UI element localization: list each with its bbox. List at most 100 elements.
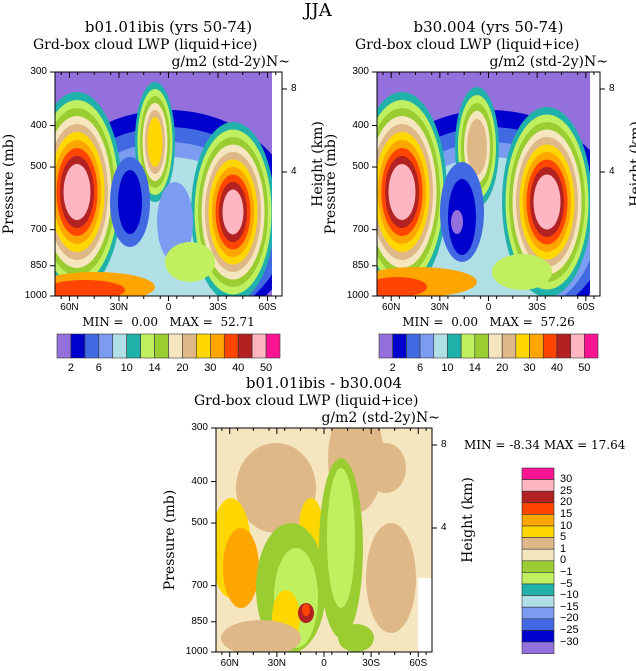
x-tick-label: 60S <box>576 302 595 313</box>
contour-region <box>147 117 163 167</box>
contour-region <box>327 468 355 608</box>
y-axis-label: Pressure (mb) <box>162 489 178 591</box>
colorbar-label: 30 <box>560 473 573 486</box>
colorbar-swatch <box>168 333 183 359</box>
plot-title: b30.004 (yrs 50-74) <box>413 18 564 36</box>
contour-region <box>451 210 463 234</box>
x-tick-label: 30S <box>362 658 381 669</box>
y-tick-label: 1000 <box>185 646 208 657</box>
contour-region <box>366 443 406 493</box>
colorbar-swatch <box>529 333 544 359</box>
x-tick-label: 30S <box>209 302 227 313</box>
colorbar-label: 50 <box>578 362 591 374</box>
missing-data-region <box>272 72 282 296</box>
colorbar-swatch <box>584 333 599 359</box>
contour-region <box>222 189 244 235</box>
y-axis-label-right: Height (km) <box>628 121 636 207</box>
x-tick-label: 0 <box>485 302 492 313</box>
colorbar-swatch <box>488 333 503 359</box>
height-tick-label: 4 <box>609 166 615 177</box>
figure-title: JJA <box>304 0 332 21</box>
min-value: 0.00 <box>131 315 158 329</box>
colorbar-swatch <box>521 572 555 585</box>
colorbar-swatch <box>521 502 555 515</box>
max-label: MAX = <box>543 438 588 452</box>
contour-region <box>157 182 193 262</box>
y-tick-label: 400 <box>30 119 47 131</box>
plot-subtitle-right: g/m2 (std-2y)N~ <box>489 54 608 70</box>
colorbar-label: 2 <box>67 362 74 374</box>
colorbar-label: 14 <box>148 362 161 374</box>
colorbar-swatch <box>378 333 393 359</box>
y-tick-label: 400 <box>191 475 208 487</box>
plot-title: b01.01ibis (yrs 50-74) <box>84 18 253 36</box>
colorbar-label: −15 <box>560 600 579 613</box>
min-label: MIN = <box>464 438 506 452</box>
x-tick-label: 30N <box>267 658 287 669</box>
height-tick-label: 4 <box>441 522 447 533</box>
x-tick-label: 60S <box>409 658 428 669</box>
colorbar-label: 20 <box>176 362 189 374</box>
y-tick-label: 1000 <box>346 290 369 301</box>
colorbar-swatch <box>474 333 489 359</box>
colorbar-swatch <box>501 333 517 359</box>
contour-region <box>492 254 552 290</box>
x-tick-label: 60N <box>60 302 79 313</box>
colorbar-swatch <box>251 333 267 359</box>
contour-region <box>223 528 259 608</box>
colorbar-swatch <box>126 333 141 359</box>
contour-region <box>55 280 125 296</box>
x-tick-label: 30N <box>430 302 450 313</box>
colorbar-label: −20 <box>560 612 579 625</box>
plot-title: b01.01ibis - b30.004 <box>245 374 403 392</box>
max-value: 17.64 <box>591 438 626 452</box>
colorbar-label: 6 <box>417 362 424 374</box>
y-tick-label: 700 <box>191 579 208 591</box>
colorbar-label: 6 <box>95 362 102 374</box>
height-tick-label: 8 <box>609 83 615 94</box>
contour-region <box>338 624 374 652</box>
y-tick-label: 500 <box>191 517 208 529</box>
min-value: 0.00 <box>451 315 478 329</box>
min-value: -8.34 <box>509 438 541 452</box>
colorbar-swatch <box>521 479 555 492</box>
colorbar-swatch <box>521 560 555 573</box>
plot-subtitle-left: Grd-box cloud LWP (liquid+ice) <box>33 37 258 53</box>
y-axis-label: Pressure (mb) <box>323 133 339 235</box>
colorbar-label: 15 <box>560 507 573 520</box>
plot-subtitle-left: Grd-box cloud LWP (liquid+ice) <box>194 393 419 409</box>
x-tick-label: 30N <box>109 302 129 313</box>
height-tick-label: 4 <box>291 166 297 177</box>
colorbar-swatch <box>84 333 100 359</box>
y-tick-label: 850 <box>352 259 369 271</box>
colorbar-label: 5 <box>560 531 567 544</box>
colorbar-swatch <box>460 333 476 359</box>
missing-data-region <box>418 578 432 652</box>
height-tick-label: 8 <box>441 439 447 450</box>
colorbar-swatch <box>237 333 253 359</box>
colorbar-label: 30 <box>523 362 536 374</box>
min-label: MIN = <box>82 315 124 329</box>
colorbar-label: 20 <box>496 362 509 374</box>
colorbar-swatch <box>521 490 555 504</box>
colorbar-swatch <box>521 583 555 596</box>
colorbar-swatch <box>521 595 555 608</box>
y-tick-label: 700 <box>352 223 369 235</box>
colorbar-label: 10 <box>560 519 573 532</box>
colorbar-swatch <box>70 333 86 359</box>
contour-field-1 <box>377 72 600 296</box>
colorbar-swatch <box>182 333 197 359</box>
colorbar-swatch <box>392 333 407 359</box>
max-label: MAX = <box>489 315 533 329</box>
max-value: 52.71 <box>220 315 255 329</box>
colorbar-label: 2 <box>389 362 396 374</box>
colorbar-swatch <box>556 333 571 359</box>
y-tick-label: 1000 <box>24 290 47 301</box>
colorbar-swatch <box>521 641 555 654</box>
colorbar-swatch <box>112 333 127 359</box>
colorbar-label: −10 <box>560 589 579 602</box>
colorbar-label: 40 <box>232 362 245 374</box>
max-value: 57.26 <box>540 315 575 329</box>
min-max-readout: MIN = -8.34 MAX = 17.64 <box>464 438 625 452</box>
max-label: MAX = <box>169 315 213 329</box>
